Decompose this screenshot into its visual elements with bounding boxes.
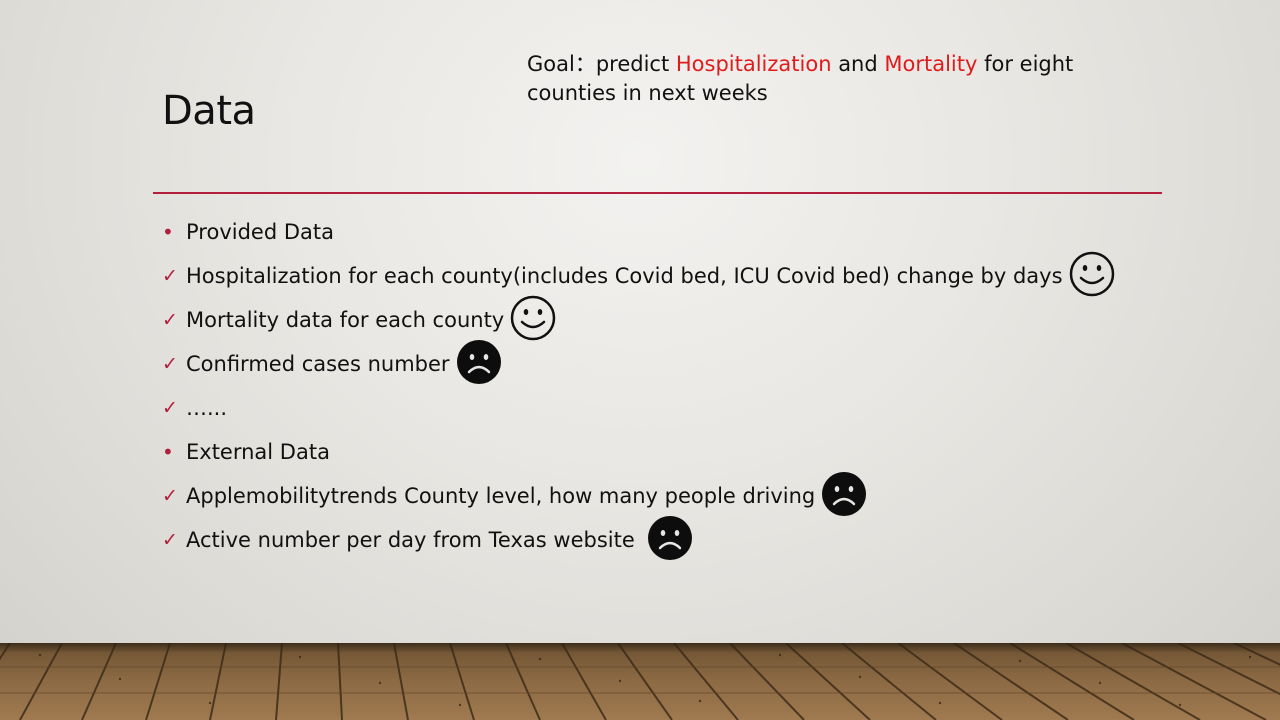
list-item: ✓ Active number per day from Texas websi…	[162, 515, 693, 560]
bullet-text: Confirmed cases number	[186, 352, 450, 376]
smile-icon	[1069, 251, 1115, 302]
goal-statement: Goal：predict Hospitalization and Mortali…	[527, 50, 1167, 108]
bullet-marker: •	[162, 440, 174, 464]
check-icon: ✓	[162, 353, 178, 375]
smile-icon	[510, 295, 556, 346]
bullet-text: …...	[186, 396, 228, 420]
check-icon: ✓	[162, 265, 178, 287]
list-item: ✓ Hospitalization for each county(includ…	[162, 251, 1115, 296]
bullet-text: Active number per day from Texas website	[186, 528, 635, 552]
goal-mortality: Mortality	[884, 52, 978, 76]
goal-prefix: Goal：predict	[527, 52, 676, 76]
bullet-text: Hospitalization for each county(includes…	[186, 264, 1063, 288]
frown-icon	[456, 339, 502, 390]
check-icon: ✓	[162, 529, 178, 551]
list-item: ✓ Confirmed cases number	[162, 339, 502, 384]
goal-suffix: for eight counties in next weeks	[527, 52, 1074, 105]
frown-icon	[647, 515, 693, 566]
list-item: ✓ Applemobilitytrends County level, how …	[162, 471, 867, 516]
list-item: • External Data	[162, 432, 330, 472]
list-item: ✓ Mortality data for each county	[162, 295, 556, 340]
title-divider	[153, 192, 1162, 194]
wood-floor-decoration	[0, 643, 1280, 720]
goal-and: and	[831, 52, 885, 76]
goal-hospitalization: Hospitalization	[675, 52, 832, 76]
list-item: • Provided Data	[162, 212, 334, 252]
bullet-text: External Data	[186, 440, 330, 464]
bullet-text: Mortality data for each county	[186, 308, 505, 332]
check-icon: ✓	[162, 397, 178, 419]
bullet-text: Applemobilitytrends County level, how ma…	[186, 484, 816, 508]
check-icon: ✓	[162, 485, 178, 507]
bullet-text: Provided Data	[186, 220, 334, 244]
list-item: ✓ …...	[162, 388, 227, 428]
slide-title: Data	[162, 88, 256, 134]
bullet-marker: •	[162, 220, 174, 244]
check-icon: ✓	[162, 309, 178, 331]
frown-icon	[821, 471, 867, 522]
